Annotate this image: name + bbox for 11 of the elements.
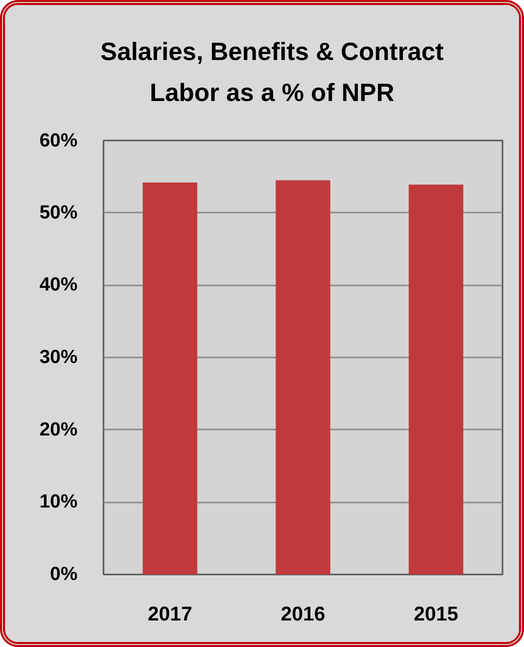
x-tick-label: 2015	[414, 604, 458, 626]
x-tick-label: 2016	[280, 604, 326, 626]
y-tick-label: 40%	[39, 274, 78, 296]
y-tick-label: 30%	[39, 347, 78, 368]
y-tick-label: 20%	[39, 419, 78, 440]
y-tick-label: 10%	[39, 492, 78, 513]
y-tick-label: 60%	[39, 130, 78, 152]
x-tick-label: 2017	[148, 604, 192, 626]
y-tick-label: 0%	[50, 564, 78, 585]
y-tick-label: 50%	[39, 202, 78, 224]
chart-title: Salaries, Benefits & Contract Labor as a % of NPR	[99, 37, 445, 109]
